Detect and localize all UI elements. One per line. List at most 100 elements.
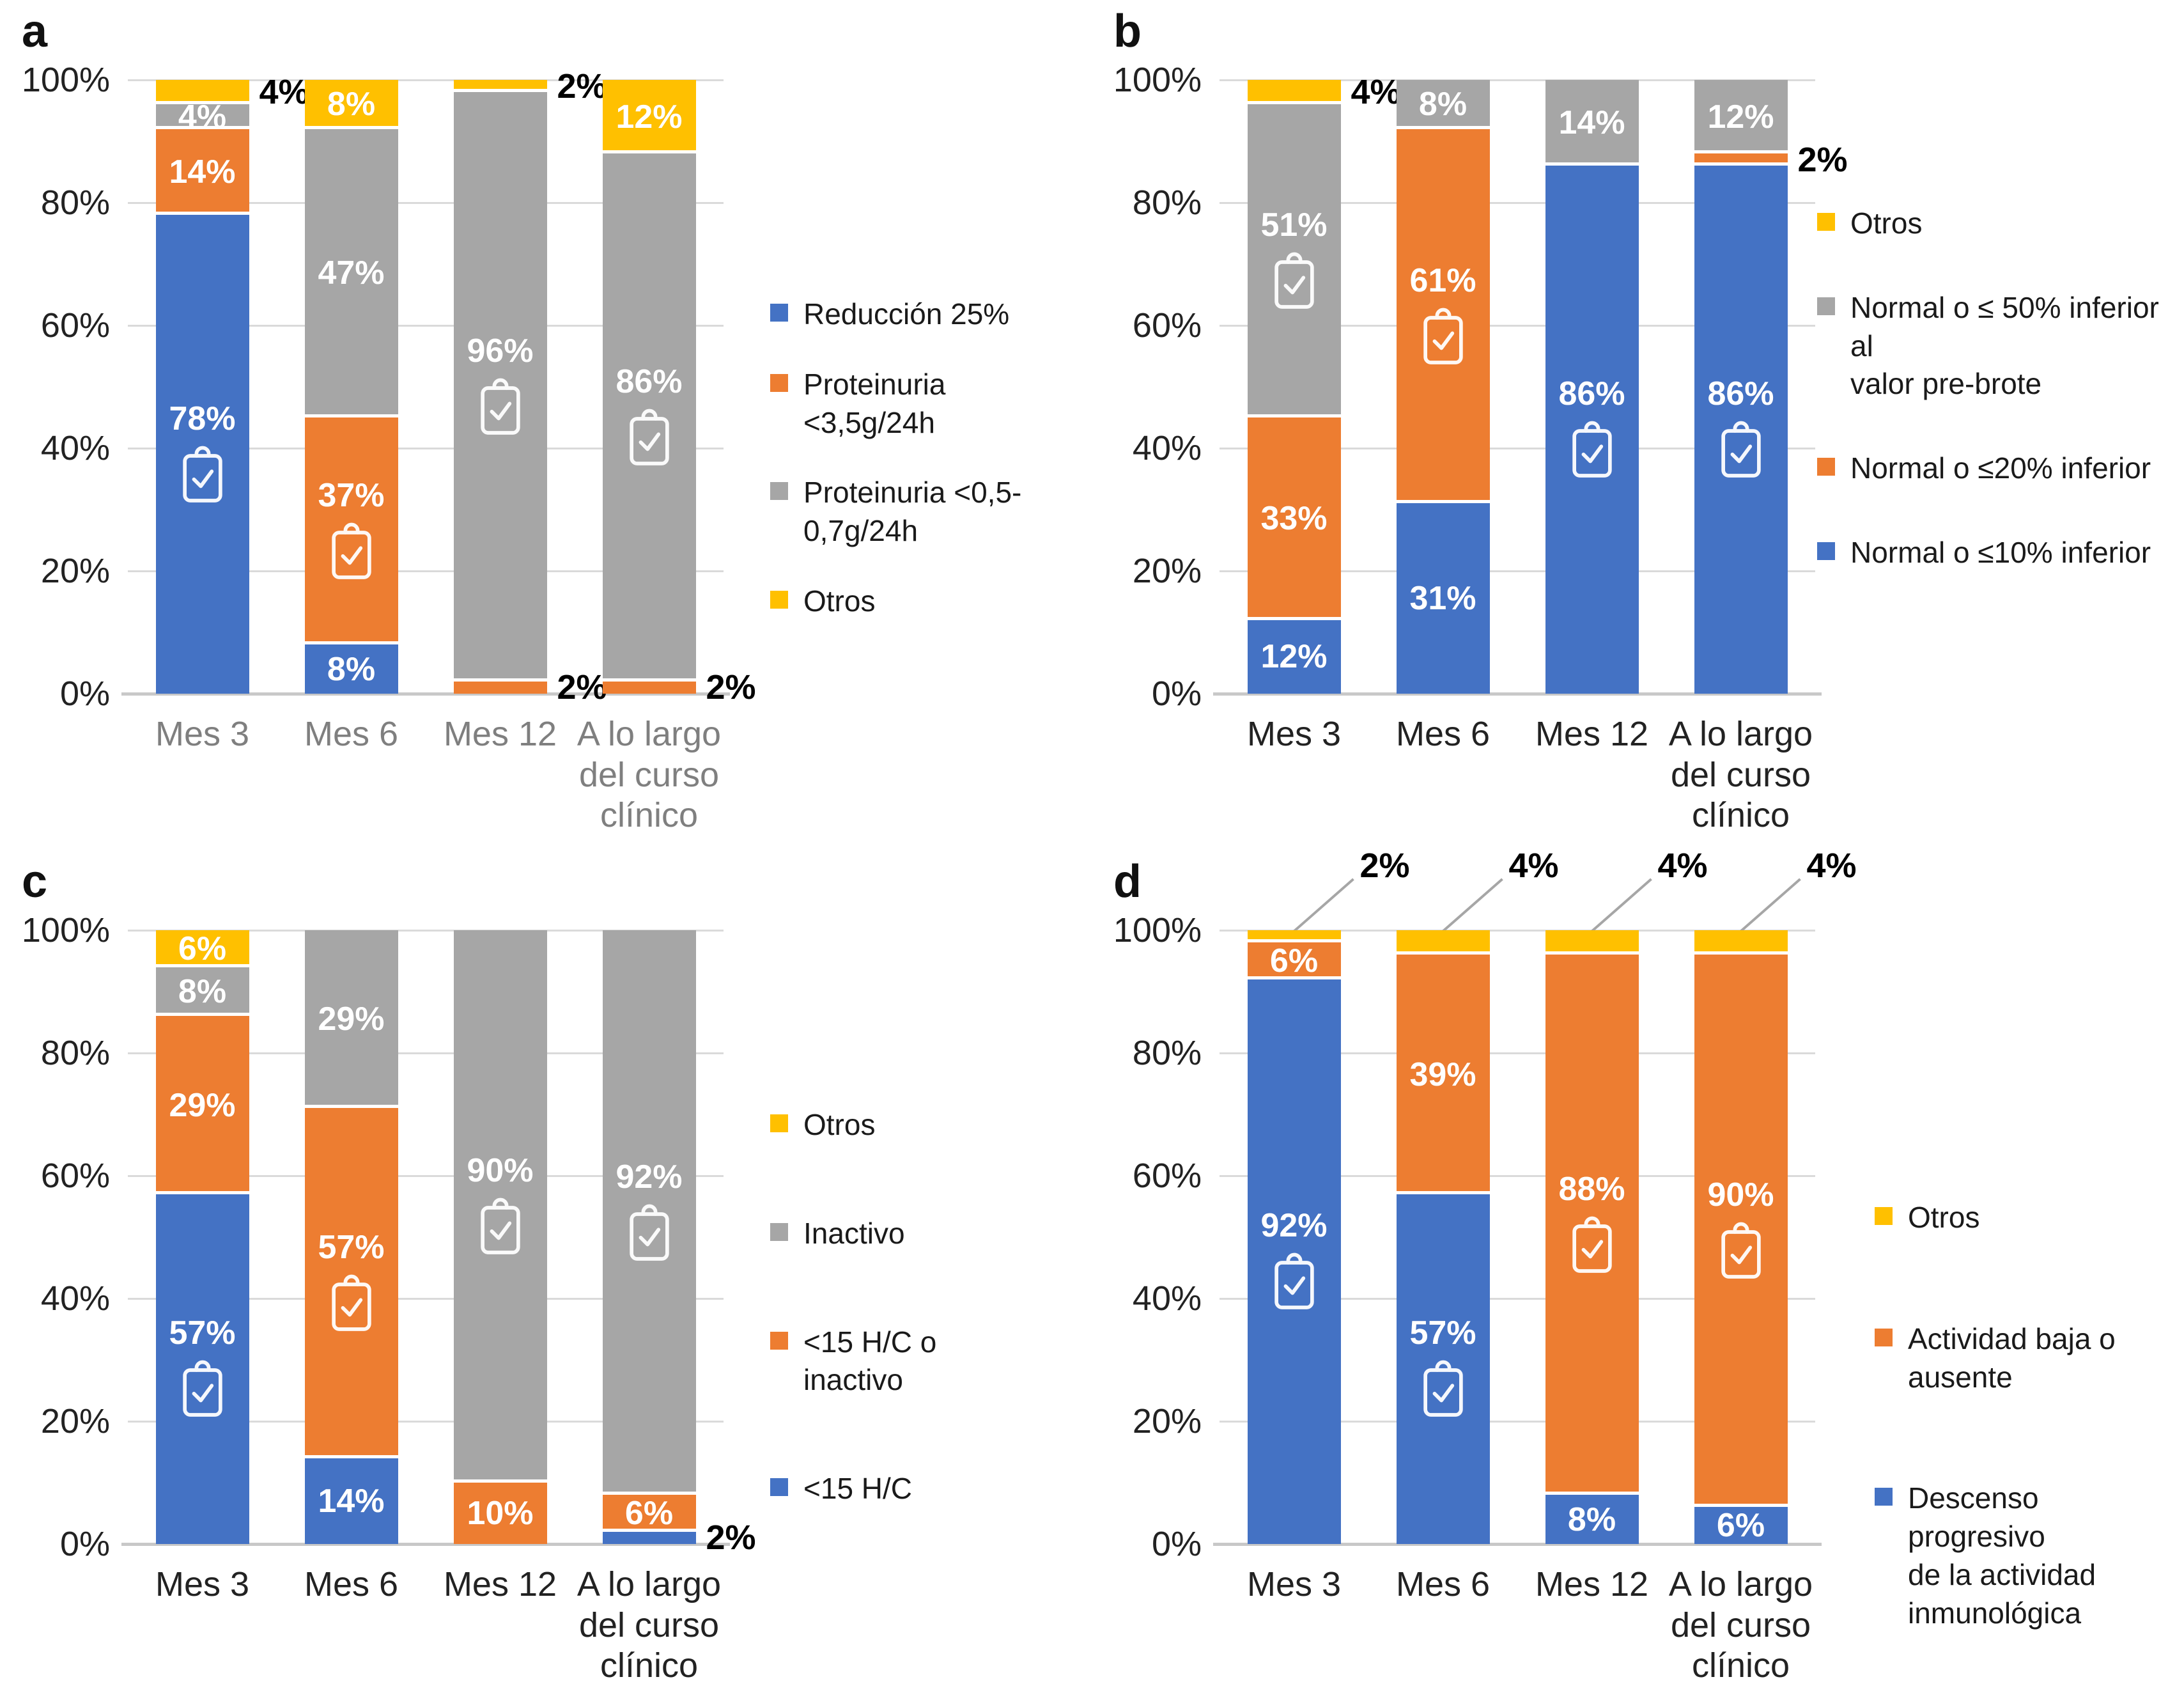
segment-value-label: 92% (616, 1158, 683, 1196)
bar-segment-orange: 57% (304, 1108, 398, 1458)
bar-segment-orange: 61% (1396, 129, 1490, 504)
legend-label: Normal o ≤10% inferior (1850, 535, 2151, 569)
gridline (1220, 447, 1815, 449)
segment-value-label: 8% (327, 86, 376, 123)
segment-value-label: 61% (1409, 261, 1476, 299)
legend-item: Normal o ≤10% inferior (1817, 534, 2184, 572)
leader-lines (1288, 878, 1801, 937)
legend-swatch-orange (1875, 1328, 1893, 1346)
bar-segment-gray: 12% (1694, 80, 1788, 154)
legend-label: Actividad baja o ausente (1908, 1322, 2116, 1394)
y-axis-tick-label: 100% (1113, 61, 1202, 99)
segment-value-label-outside: 2% (1359, 846, 1410, 885)
panel-c: c 0% 20% 40% 60% 80% 100% 57% 29% 8% 6% Mes 3 14% 57… (0, 850, 1092, 1700)
legend-label: <15 H/C (803, 1472, 913, 1506)
segment-value-label: 86% (1707, 375, 1774, 413)
plot-area-c: 0% 20% 40% 60% 80% 100% 57% 29% 8% 6% Mes 3 14% 57% 2… (22, 911, 756, 1685)
gridline (1220, 79, 1815, 81)
clipboard-check-icon (1721, 1222, 1761, 1279)
segment-value-label: 31% (1409, 580, 1476, 618)
segment-value-label: 29% (169, 1086, 236, 1124)
y-axis-tick-label: 40% (40, 429, 110, 467)
x-axis-category-label: Mes 12 (1535, 1565, 1649, 1603)
x-axis-category-label: A lo largo del curso clínico (1668, 715, 1813, 835)
gridline (1220, 1052, 1815, 1054)
x-axis-category-label: A lo largo del curso clínico (577, 1565, 722, 1685)
bar-segment-blue: 8% (304, 644, 398, 694)
plot-area-b: 0% 20% 40% 60% 80% 100% 12% 33% 51% 4% Mes 3 31% 61%… (1113, 61, 1848, 834)
y-axis-tick-label: 20% (1132, 552, 1202, 590)
legend-item: Proteinuria <0,5- 0,7g/24h (770, 474, 1021, 550)
segment-value-label-outside: 2% (706, 1518, 756, 1557)
x-axis-category-label: Mes 12 (443, 715, 557, 753)
legend-swatch-yellow (1875, 1207, 1893, 1225)
segment-value-label-outside: 2% (1797, 140, 1848, 179)
gridline (128, 1420, 724, 1423)
segment-value-label: 14% (318, 1482, 385, 1520)
x-axis-line (1213, 1543, 1822, 1546)
bar-segment-blue: 78% (155, 215, 249, 694)
segment-value-label: 96% (467, 332, 534, 370)
x-axis-category-label: A lo largo del curso clínico (1668, 1565, 1813, 1685)
panel-a: a 0% 20% 40% 60% 80% 100% 78% 14% 4% 4% Mes 3 8% 37%… (0, 0, 1092, 850)
bar-segment-gray: 14% (1545, 80, 1639, 166)
bar-segment-yellow (1545, 930, 1639, 955)
legend-swatch-blue (1875, 1488, 1893, 1506)
legend-label: Normal o ≤ 50% inferior al valor pre-bro… (1850, 290, 2159, 401)
gridline (128, 570, 724, 572)
segment-value-label-outside: 4% (259, 73, 309, 112)
legend-label: Otros (1850, 207, 1923, 240)
segment-value-label: 6% (1716, 1507, 1765, 1545)
x-axis-category-label: Mes 3 (155, 1565, 250, 1603)
gridline (1220, 1174, 1815, 1177)
y-axis-tick-label: 60% (40, 306, 110, 345)
bar-segment-orange: 39% (1396, 955, 1490, 1194)
bar-segment-yellow: 8% (304, 80, 398, 129)
segment-value-label-outside: 2% (557, 66, 607, 105)
legend-item: Inactivo (770, 1215, 936, 1253)
segment-value-label: 14% (169, 153, 236, 191)
legend-item: Otros (770, 1106, 936, 1144)
x-axis-line (121, 1543, 730, 1546)
segment-value-label-outside: 2% (706, 668, 756, 707)
clipboard-check-icon (1274, 1253, 1314, 1310)
legend-swatch-yellow (1817, 213, 1835, 231)
legend-swatch-orange (1817, 458, 1835, 476)
bar-segment-orange: 33% (1247, 417, 1341, 620)
bar-segment-blue: 86% (1694, 166, 1788, 694)
segment-value-label: 8% (1418, 86, 1468, 123)
legend-item: <15 H/C o inactivo (770, 1323, 936, 1400)
legend-item: Otros (1817, 205, 2184, 243)
bar-segment-yellow (1247, 930, 1341, 943)
gridline (1220, 1297, 1815, 1300)
legend-item: Otros (1875, 1199, 2184, 1237)
legend-swatch-yellow (770, 590, 788, 609)
x-axis-category-label: Mes 6 (1395, 1565, 1491, 1603)
segment-value-label: 8% (1567, 1501, 1616, 1538)
y-axis-tick-label: 0% (59, 1525, 110, 1563)
segment-value-label: 78% (169, 400, 236, 437)
segment-value-label: 33% (1260, 500, 1328, 538)
legend-swatch-gray (1817, 297, 1835, 315)
legend-label: Normal o ≤20% inferior (1850, 451, 2151, 485)
bar-a-lo-largo: 86% 2% 12% (1694, 80, 1848, 694)
bar-mes-12: 8% 88% (1545, 930, 1639, 1544)
bar-segment-gray: 92% (602, 930, 696, 1495)
legend-swatch-gray (770, 1222, 788, 1241)
y-axis-tick-label: 20% (40, 552, 110, 590)
bar-segment-orange: 10% (453, 1483, 547, 1544)
bar-segment-yellow (1247, 80, 1341, 105)
bar-mes-3: 92% 6% (1247, 930, 1341, 1544)
y-axis-tick-label: 100% (21, 911, 110, 949)
legend-label: Proteinuria <3,5g/24h (803, 367, 946, 439)
bar-segment-gray: 8% (1396, 80, 1490, 129)
bar-segment-blue: 14% (304, 1458, 398, 1544)
clipboard-check-icon (331, 522, 371, 579)
x-axis-line (1213, 692, 1822, 696)
y-axis-tick-label: 100% (21, 61, 110, 99)
segment-value-label: 37% (318, 476, 385, 514)
legend-swatch-blue (770, 304, 788, 322)
bar-mes-6: 31% 61% 8% (1396, 80, 1490, 694)
legend-label: <15 H/C o inactivo (803, 1325, 937, 1397)
